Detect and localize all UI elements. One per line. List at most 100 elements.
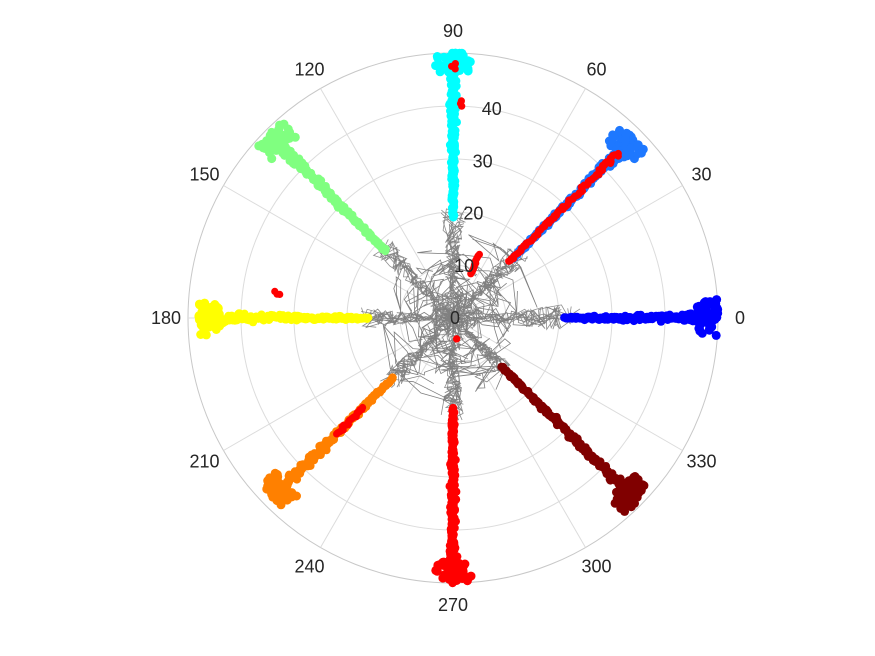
arm-end-point	[463, 574, 473, 584]
center-trace	[382, 324, 448, 376]
grid-spoke	[452, 317, 586, 548]
trajectory-trace	[452, 306, 581, 331]
theta-tick-label: 90	[443, 21, 463, 41]
arm-end-point	[630, 472, 640, 481]
arm-end-point	[432, 52, 442, 61]
theta-tick-label: 180	[151, 308, 181, 328]
arm-end-point	[694, 324, 704, 333]
center-trace	[433, 309, 454, 324]
arm-end-point	[620, 135, 630, 145]
theta-tick-label: 60	[586, 60, 606, 80]
r-tick-label: 20	[463, 204, 483, 224]
red-marker	[614, 149, 622, 158]
arm-end-point	[699, 313, 709, 323]
arm-end-point	[458, 568, 468, 577]
arm-end-point	[263, 476, 273, 486]
red-marker	[451, 60, 459, 68]
arm-end-point	[630, 484, 640, 494]
arm-end-point	[442, 569, 452, 579]
theta-tick-label: 30	[691, 165, 711, 185]
arm-end-point	[451, 574, 461, 584]
trajectory-trace	[440, 223, 465, 319]
arm-end-point	[276, 479, 286, 489]
trajectory-trace	[385, 317, 454, 388]
red-marker	[475, 250, 483, 258]
arm-end-point	[213, 303, 223, 313]
theta-tick-label: 300	[581, 557, 611, 577]
trajectory-trace	[380, 251, 454, 319]
arm-end-point	[197, 307, 207, 316]
arm-end-point	[287, 488, 297, 498]
trajectory-trace	[442, 208, 464, 319]
arm-end-point	[275, 120, 285, 130]
arm-end-point	[630, 491, 639, 501]
arm-end-point	[612, 487, 621, 497]
center-trace	[441, 338, 512, 374]
arm-end-point	[272, 496, 282, 506]
arm-end-point	[695, 305, 705, 314]
center-trace	[393, 257, 458, 370]
center-trace	[468, 234, 538, 308]
center-trace	[434, 343, 500, 392]
center-trace	[452, 287, 476, 319]
trajectory-trace	[452, 305, 562, 325]
arm-end-point	[200, 298, 210, 308]
theta-tick-label: 120	[294, 60, 324, 80]
center-trace	[446, 316, 462, 338]
red-marker	[457, 97, 465, 105]
grid-spoke	[452, 185, 683, 319]
grid-spoke	[452, 88, 586, 319]
trajectory-trace	[452, 306, 568, 330]
center-trace	[421, 308, 483, 354]
arm-end-point	[280, 142, 290, 152]
theta-tick-label: 150	[189, 165, 219, 185]
grid-spoke	[452, 317, 683, 451]
trajectory-trace	[452, 257, 528, 319]
arm-end-point	[194, 315, 204, 325]
trajectory-trace	[390, 317, 454, 386]
theta-tick-label: 210	[189, 452, 219, 472]
center-trace	[438, 317, 479, 368]
red-marker	[271, 287, 279, 295]
arm-end-point	[290, 132, 300, 142]
arm-end-point	[712, 312, 722, 322]
arm-end-point	[608, 130, 618, 140]
theta-tick-label: 0	[735, 308, 745, 328]
center-trace	[452, 317, 490, 376]
grid-spoke	[223, 185, 454, 319]
arm-series	[194, 48, 723, 588]
center-trace	[427, 317, 458, 350]
center-trace	[393, 331, 467, 404]
red-marker	[453, 335, 461, 343]
trajectory-trace	[385, 317, 454, 384]
arm-end-point	[204, 322, 214, 332]
arm-end-point	[268, 483, 278, 493]
arm-end-point	[282, 495, 292, 505]
trajectory-traces	[358, 205, 581, 421]
center-trace	[412, 255, 478, 320]
r-tick-label: 40	[482, 99, 502, 119]
arm-end-point	[267, 137, 277, 147]
center-trace	[452, 296, 481, 322]
arm-end-point	[616, 503, 626, 513]
arm-end-point	[257, 140, 267, 150]
trajectory-trace	[452, 317, 506, 371]
trajectory-trace	[361, 308, 454, 325]
center-trace	[406, 253, 499, 308]
arm-end-point	[435, 67, 445, 77]
center-trace	[477, 279, 512, 344]
arm-end-point	[196, 330, 206, 339]
arm-end-point	[205, 307, 215, 317]
theta-tick-label: 270	[438, 595, 468, 615]
arm-end-point	[612, 494, 622, 504]
red-marker	[333, 430, 341, 438]
grid-spoke	[223, 317, 454, 451]
radial-tick-labels: 0 10 20 30 40	[450, 99, 502, 328]
center-trace	[423, 277, 507, 319]
arm-end-point	[712, 295, 722, 305]
r-tick-label: 30	[473, 151, 493, 171]
center-trace	[415, 250, 502, 296]
arm-end-point	[711, 330, 721, 340]
